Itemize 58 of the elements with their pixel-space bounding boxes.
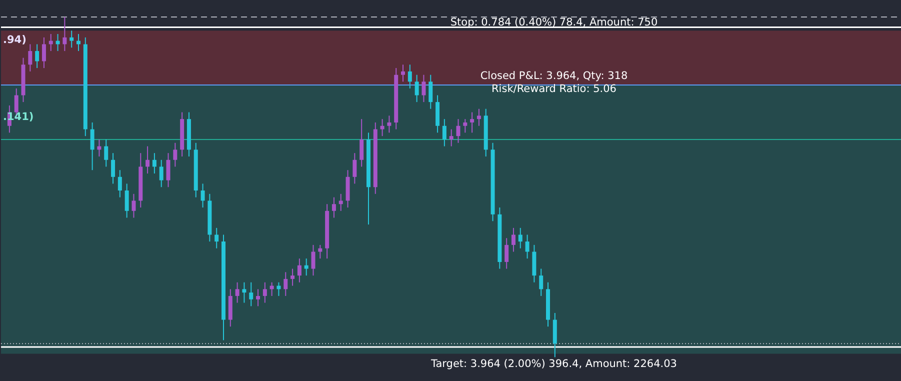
candlestick [539,268,544,296]
candlestick [262,282,267,304]
annotation: .94) [3,34,26,46]
candlestick [242,282,246,304]
candlestick [111,152,116,184]
candlestick [290,268,295,286]
candlestick [532,244,536,283]
candlestick [408,64,412,89]
candlestick [235,282,240,304]
candlestick [380,118,384,137]
candlestick [511,227,516,252]
candlestick [476,108,481,126]
candlestick [28,44,32,72]
candlestick [463,118,468,134]
candlestick [332,196,336,218]
candlestick [401,64,406,82]
candlestick [311,244,316,276]
annotation: Closed P&L: 3.964, Qty: 318 Risk/Reward Ratio: 5.06 [480,70,628,95]
candlestick [360,118,364,168]
candlestick [62,16,67,52]
candlestick [256,288,260,307]
candlestick [249,282,254,307]
candlestick [152,152,156,174]
candlestick [414,74,419,103]
candlestick [428,74,433,110]
candlestick [422,74,426,103]
candlestick [70,30,74,48]
candlestick [352,152,357,184]
candlestick [518,227,522,249]
candlestick [346,170,350,208]
candlestick [387,115,392,134]
band-label: Stop: 0.784 (0.40%) 78.4, Amount: 750 [450,16,658,29]
candlestick [456,118,460,144]
candlestick [35,44,40,69]
candlestick [159,159,164,188]
candlestick [228,288,232,328]
candlestick [436,94,440,134]
candlestick [552,312,557,358]
candlestick [284,272,288,296]
candlestick [104,138,108,168]
candlestick [449,128,454,147]
candlestick [470,112,474,134]
candlestick [338,193,343,212]
candlestick [525,234,530,260]
candlestick [200,183,205,208]
candlestick [214,227,219,249]
candlestick [166,152,170,188]
band-label: Target: 3.964 (2.00%) 396.4, Amount: 2264.03 [430,358,677,370]
candlestick [42,36,46,69]
candlestick [90,122,94,171]
candlestick [124,183,129,218]
candlestick [173,142,178,168]
candlestick [146,146,150,174]
candlestick [442,118,446,147]
candlestick [118,170,122,198]
candlestick [132,193,136,218]
candlestick [504,238,509,270]
candlestick [297,258,302,283]
